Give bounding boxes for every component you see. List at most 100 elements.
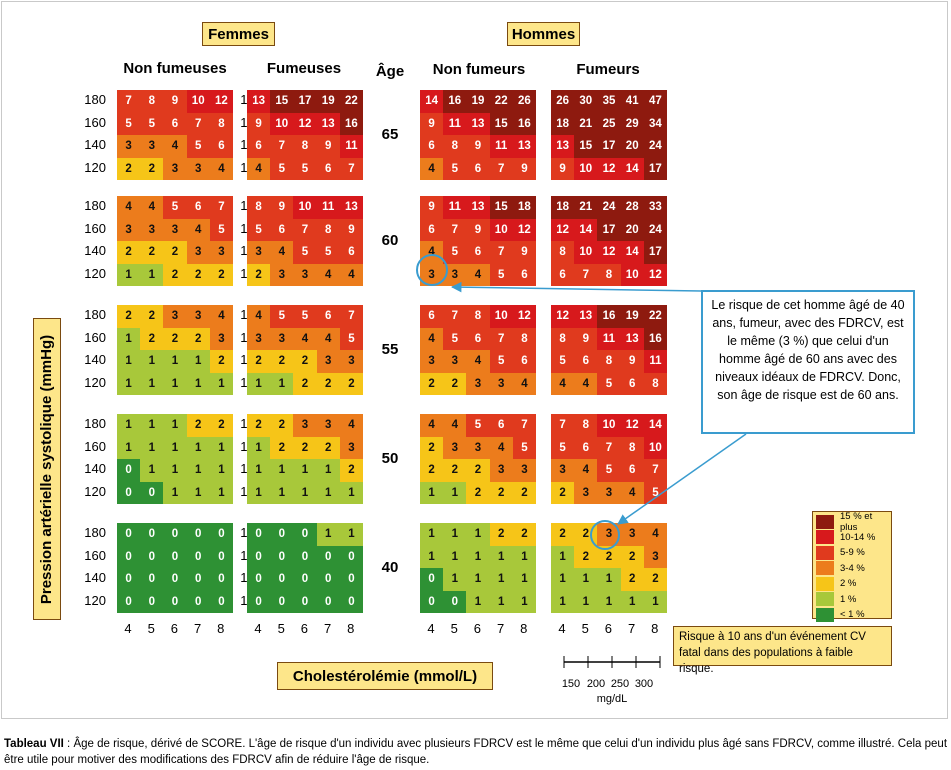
- risk-cell: 12: [597, 241, 621, 264]
- risk-cell: 24: [643, 218, 667, 241]
- legend-entry: < 1 %: [816, 607, 888, 623]
- risk-cell: 4: [140, 196, 164, 219]
- risk-cell: 0: [140, 545, 164, 568]
- cholesterol-tick: 5: [450, 621, 458, 636]
- risk-cell: 1: [316, 523, 340, 546]
- risk-cell: 1: [316, 459, 340, 482]
- risk-cell: 2: [620, 545, 644, 568]
- risk-cell: 7: [186, 112, 210, 135]
- risk-cell: 6: [551, 263, 575, 286]
- sbp-label: 120: [84, 592, 106, 608]
- risk-cell: 12: [512, 218, 536, 241]
- risk-cell: 1: [117, 263, 141, 286]
- risk-cell: 1: [140, 263, 164, 286]
- cholesterol-tick: 5: [147, 621, 155, 636]
- risk-cell: 1: [186, 372, 210, 395]
- risk-grid: 7 8 10 12 14 5 6 7 8 10 3 4 5 6 7 2 3 3 4 5: [551, 414, 667, 504]
- risk-cell: 1: [140, 414, 164, 437]
- risk-cell: 1: [293, 459, 317, 482]
- risk-cell: 5: [293, 157, 317, 180]
- figure-frame: [1, 1, 948, 719]
- panel-title-nonsmoking-men: Non fumeurs: [432, 61, 526, 78]
- risk-cell: 2: [186, 414, 210, 437]
- risk-cell: 21: [574, 196, 598, 219]
- risk-grid: 6 7 8 10 12 4 5 6 7 8 3 3 4 5 6 2 2 3 3 4: [420, 305, 536, 395]
- risk-cell: 4: [574, 459, 598, 482]
- sbp-label: 160: [84, 329, 106, 345]
- risk-cell: 1: [209, 481, 233, 504]
- risk-cell: 1: [293, 481, 317, 504]
- sbp-label: 120: [84, 374, 106, 390]
- risk-cell: 7: [574, 263, 598, 286]
- risk-cell: 2: [620, 568, 644, 591]
- risk-cell: 10: [620, 263, 644, 286]
- risk-cell: 20: [620, 218, 644, 241]
- risk-cell: 25: [597, 112, 621, 135]
- risk-cell: 0: [117, 459, 141, 482]
- risk-cell: 6: [209, 135, 233, 158]
- risk-cell: 8: [597, 263, 621, 286]
- sbp-label: 140: [84, 352, 106, 367]
- risk-cell: 3: [293, 263, 317, 286]
- risk-cell: 3: [489, 459, 513, 482]
- risk-cell: 8: [512, 327, 536, 350]
- risk-cell: 0: [443, 590, 467, 613]
- risk-cell: 2: [270, 350, 294, 373]
- risk-cell: 17: [293, 90, 317, 113]
- risk-cell: 0: [186, 590, 210, 613]
- risk-cell: 5: [117, 112, 141, 135]
- risk-cell: 13: [466, 112, 490, 135]
- cholesterol-tick: 8: [651, 621, 659, 636]
- risk-cell: 6: [620, 459, 644, 482]
- risk-cell: 4: [620, 481, 644, 504]
- risk-cell: 0: [420, 590, 444, 613]
- risk-cell: 2: [551, 523, 575, 546]
- risk-cell: 2: [140, 157, 164, 180]
- risk-cell: 15: [270, 90, 294, 113]
- cholesterol-tick: 7: [496, 621, 505, 636]
- legend: 15 % et plus 10-14 % 5-9 % 3-4 % 2 % 1 % < 1 %: [812, 511, 892, 622]
- risk-cell: 0: [163, 590, 187, 613]
- age-label: 50: [381, 450, 399, 467]
- risk-cell: 4: [420, 414, 444, 437]
- risk-cell: 1: [443, 545, 467, 568]
- risk-cell: 0: [270, 590, 294, 613]
- risk-cell: 3: [163, 157, 187, 180]
- legend-label: < 1 %: [840, 609, 865, 621]
- risk-cell: 1: [270, 459, 294, 482]
- risk-cell: 4: [293, 327, 317, 350]
- risk-cell: 10: [643, 436, 667, 459]
- risk-cell: 10: [574, 157, 598, 180]
- sbp-label: 160: [84, 438, 106, 454]
- risk-cell: 6: [574, 436, 598, 459]
- risk-cell: 7: [293, 218, 317, 241]
- risk-cell: 7: [339, 157, 363, 180]
- legend-label: 10-14 %: [840, 531, 876, 543]
- mgdl-tick: 300: [635, 678, 653, 690]
- risk-cell: 8: [293, 135, 317, 158]
- risk-cell: 2: [247, 263, 271, 286]
- risk-cell: 0: [247, 590, 271, 613]
- sbp-label: 140: [84, 570, 106, 585]
- risk-cell: 30: [574, 90, 598, 113]
- risk-cell: 2: [247, 350, 271, 373]
- risk-cell: 4: [339, 414, 363, 437]
- sbp-label: 120: [84, 265, 106, 281]
- risk-cell: 2: [293, 350, 317, 373]
- group-label-women: Femmes: [202, 22, 275, 46]
- risk-cell: 19: [316, 90, 340, 113]
- risk-cell: 0: [420, 568, 444, 591]
- risk-cell: 3: [443, 263, 467, 286]
- risk-cell: 10: [186, 90, 210, 113]
- risk-cell: 3: [247, 241, 271, 264]
- risk-cell: 34: [643, 112, 667, 135]
- risk-cell: 2: [247, 414, 271, 437]
- risk-grid: 8 9 10 11 13 5 6 7 8 9 3 4 5 5 6 2 3 3 4 4: [247, 196, 363, 286]
- cholesterol-tick: 8: [347, 621, 355, 636]
- risk-cell: 9: [270, 196, 294, 219]
- risk-cell: 1: [117, 436, 141, 459]
- risk-cell: 26: [512, 90, 536, 113]
- risk-cell: 0: [316, 545, 340, 568]
